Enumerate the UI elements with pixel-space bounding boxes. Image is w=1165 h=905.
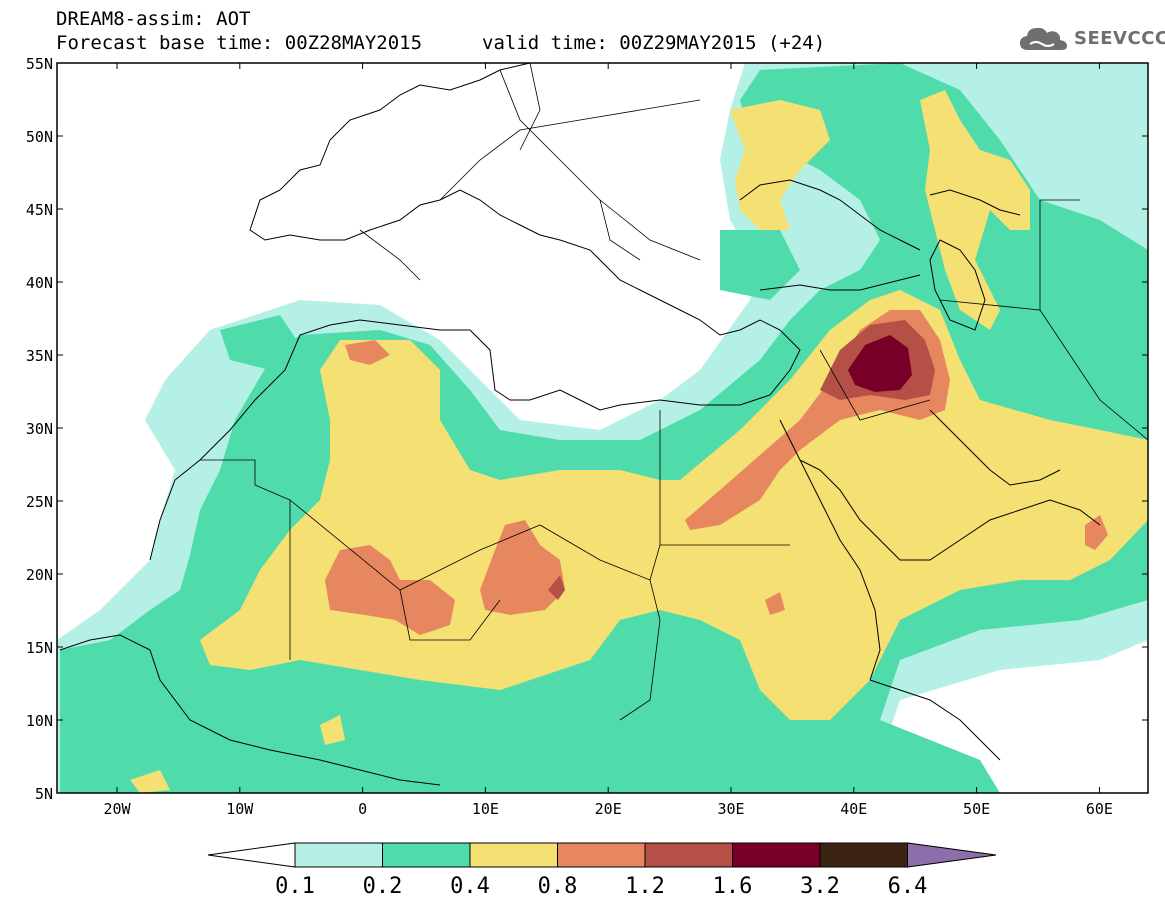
lat-label: 5N — [35, 785, 53, 803]
forecast-base-time: Forecast base time: 00Z28MAY2015 — [56, 32, 423, 54]
colorbar-label: 1.6 — [713, 874, 753, 899]
colorbar-segment — [469, 842, 558, 868]
colorbar-segment — [382, 842, 471, 868]
lon-label: 20W — [103, 800, 131, 818]
colorbar-label: 3.2 — [800, 874, 840, 899]
colorbar-segment — [819, 842, 908, 868]
lat-label: 55N — [26, 55, 53, 73]
colorbar-segment — [557, 842, 646, 868]
lat-label: 50N — [26, 128, 53, 146]
map-title: DREAM8-assim: AOT — [56, 8, 251, 30]
colorbar-under-arrow — [207, 842, 296, 868]
lat-label: 35N — [26, 347, 53, 365]
colorbar-over-arrow — [907, 842, 997, 868]
lon-label: 20E — [595, 800, 622, 818]
seevccc-logo: SEEVCCC — [1018, 24, 1165, 54]
lon-label: 10W — [226, 800, 254, 818]
lon-label: 60E — [1086, 800, 1113, 818]
lat-label: 10N — [26, 712, 53, 730]
aot-contours — [57, 63, 1148, 793]
colorbar — [207, 842, 997, 868]
country-borders — [200, 63, 1148, 721]
lon-label: 50E — [963, 800, 990, 818]
colorbar-label: 0.4 — [450, 874, 490, 899]
lat-label: 15N — [26, 639, 53, 657]
logo-text: SEEVCCC — [1074, 28, 1165, 49]
lon-label: 10E — [472, 800, 499, 818]
lon-label: 30E — [717, 800, 744, 818]
valid-time: valid time: 00Z29MAY2015 (+24) — [482, 32, 826, 54]
axis-ticks — [57, 62, 1148, 794]
lat-label: 45N — [26, 201, 53, 219]
lat-label: 30N — [26, 420, 53, 438]
lat-label: 25N — [26, 493, 53, 511]
latitude-labels: 55N 50N 45N 40N 35N 30N 25N 20N 15N 10N 5N — [26, 55, 53, 803]
colorbar-segment — [644, 842, 733, 868]
colorbar-label: 0.8 — [538, 874, 578, 899]
colorbar-label: 0.2 — [363, 874, 403, 899]
colorbar-label: 0.1 — [275, 874, 315, 899]
colorbar-segment — [732, 842, 821, 868]
coastlines — [59, 63, 1101, 786]
aot-band-1.6 — [848, 335, 912, 392]
longitude-labels: 20W 10W 0 10E 20E 30E 40E 50E 60E — [103, 800, 1112, 818]
colorbar-label: 1.2 — [625, 874, 665, 899]
colorbar-labels: 0.1 0.2 0.4 0.8 1.2 1.6 3.2 6.4 — [275, 874, 927, 899]
colorbar-label: 6.4 — [888, 874, 928, 899]
lon-label: 0 — [358, 800, 367, 818]
colorbar-segment — [294, 842, 383, 868]
lon-label: 40E — [840, 800, 867, 818]
cloud-icon — [1020, 27, 1067, 50]
lat-label: 20N — [26, 566, 53, 584]
lat-label: 40N — [26, 274, 53, 292]
